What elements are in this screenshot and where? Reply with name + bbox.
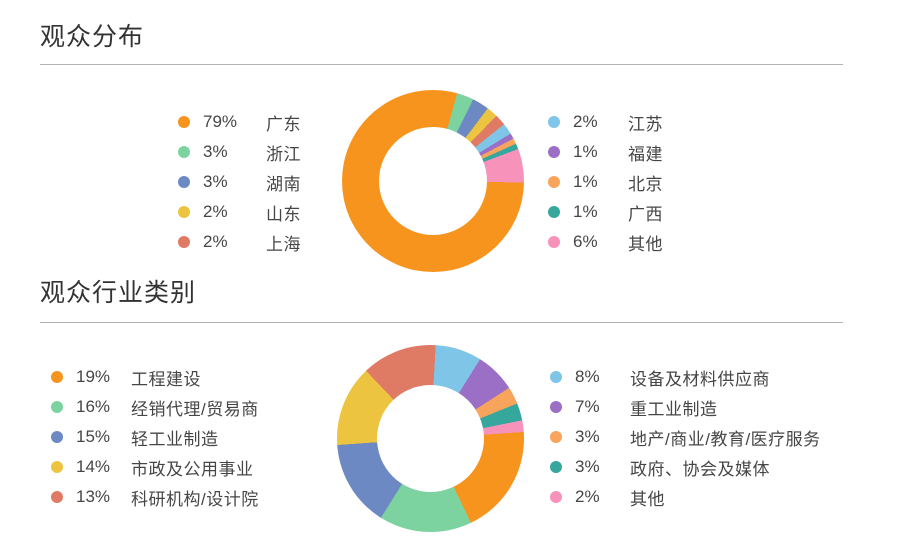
- legend-percent: 8%: [575, 367, 600, 386]
- legend-percent: 13%: [76, 487, 111, 506]
- legend-label: 工程建设: [131, 369, 201, 389]
- legend-label: 浙江: [266, 144, 301, 164]
- legend-percent: 1%: [573, 172, 598, 191]
- legend-percent: 6%: [573, 232, 598, 251]
- legend-percent: 2%: [575, 487, 600, 506]
- legend-item: 1% 北京: [548, 167, 663, 197]
- legend-label: 其他: [630, 489, 665, 509]
- legend-dot: [178, 116, 190, 128]
- legend-percent: 19%: [76, 367, 111, 386]
- legend-label: 福建: [628, 144, 663, 164]
- legend-label: 市政及公用事业: [131, 459, 254, 479]
- legend-dot: [548, 236, 560, 248]
- legend-percent: 15%: [76, 427, 111, 446]
- legend-dot: [548, 176, 560, 188]
- legend-dot: [178, 176, 190, 188]
- legend-column-left-industry: 19% 工程建设 16% 经销代理/贸易商 15% 轻工业制造 14% 市政及公…: [51, 362, 259, 512]
- legend-item: 8% 设备及材料供应商: [550, 362, 821, 392]
- legend-percent: 7%: [575, 397, 600, 416]
- legend-percent: 1%: [573, 202, 598, 221]
- legend-dot: [548, 146, 560, 158]
- legend-percent: 3%: [575, 427, 600, 446]
- legend-item: 2% 其他: [550, 482, 821, 512]
- donut-chart-audience-industry: [337, 345, 524, 532]
- legend-item: 15% 轻工业制造: [51, 422, 259, 452]
- legend-label: 设备及材料供应商: [630, 369, 770, 389]
- legend-item: 6% 其他: [548, 227, 663, 257]
- legend-dot: [548, 206, 560, 218]
- legend-dot: [51, 401, 63, 413]
- legend-dot: [548, 116, 560, 128]
- legend-percent: 14%: [76, 457, 111, 476]
- legend-item: 3% 湖南: [178, 167, 301, 197]
- legend-label: 重工业制造: [630, 399, 718, 419]
- legend-dot: [178, 206, 190, 218]
- legend-label: 轻工业制造: [131, 429, 219, 449]
- legend-dot: [550, 461, 562, 473]
- legend-item: 16% 经销代理/贸易商: [51, 392, 259, 422]
- donut-hole: [377, 385, 484, 492]
- legend-label: 政府、协会及媒体: [630, 459, 770, 479]
- legend-item: 2% 上海: [178, 227, 301, 257]
- legend-item: 3% 浙江: [178, 137, 301, 167]
- legend-item: 19% 工程建设: [51, 362, 259, 392]
- legend-percent: 2%: [573, 112, 598, 131]
- legend-percent: 16%: [76, 397, 111, 416]
- legend-dot: [550, 431, 562, 443]
- legend-percent: 79%: [203, 112, 238, 131]
- legend-percent: 2%: [203, 202, 228, 221]
- legend-dot: [51, 461, 63, 473]
- legend-item: 14% 市政及公用事业: [51, 452, 259, 482]
- section-title-audience-industry: 观众行业类别: [40, 279, 197, 307]
- legend-item: 13% 科研机构/设计院: [51, 482, 259, 512]
- legend-percent: 3%: [203, 142, 228, 161]
- legend-label: 科研机构/设计院: [131, 489, 259, 509]
- legend-column-left-distribution: 79% 广东 3% 浙江 3% 湖南 2% 山东 2% 上海: [178, 107, 301, 257]
- legend-percent: 2%: [203, 232, 228, 251]
- section-title-audience-distribution: 观众分布: [40, 23, 145, 51]
- legend-percent: 3%: [575, 457, 600, 476]
- legend-item: 1% 福建: [548, 137, 663, 167]
- legend-item: 3% 政府、协会及媒体: [550, 452, 821, 482]
- legend-dot: [550, 371, 562, 383]
- legend-label: 广东: [266, 114, 301, 134]
- legend-label: 经销代理/贸易商: [131, 399, 259, 419]
- legend-label: 北京: [628, 174, 663, 194]
- legend-percent: 1%: [573, 142, 598, 161]
- donut-chart-audience-distribution: [342, 90, 524, 272]
- section-divider: [40, 64, 843, 65]
- legend-label: 上海: [266, 234, 301, 254]
- legend-dot: [178, 146, 190, 158]
- legend-label: 地产/商业/教育/医疗服务: [630, 429, 821, 449]
- legend-dot: [51, 491, 63, 503]
- legend-item: 79% 广东: [178, 107, 301, 137]
- legend-percent: 3%: [203, 172, 228, 191]
- legend-label: 其他: [628, 234, 663, 254]
- section-divider: [40, 322, 843, 323]
- legend-item: 7% 重工业制造: [550, 392, 821, 422]
- legend-item: 3% 地产/商业/教育/医疗服务: [550, 422, 821, 452]
- donut-hole: [379, 127, 487, 235]
- legend-dot: [51, 371, 63, 383]
- legend-label: 湖南: [266, 174, 301, 194]
- legend-label: 广西: [628, 204, 663, 224]
- legend-dot: [550, 401, 562, 413]
- legend-item: 2% 山东: [178, 197, 301, 227]
- legend-dot: [178, 236, 190, 248]
- legend-dot: [550, 491, 562, 503]
- legend-column-right-industry: 8% 设备及材料供应商 7% 重工业制造 3% 地产/商业/教育/医疗服务 3%…: [550, 362, 821, 512]
- legend-dot: [51, 431, 63, 443]
- legend-item: 1% 广西: [548, 197, 663, 227]
- legend-column-right-distribution: 2% 江苏 1% 福建 1% 北京 1% 广西 6% 其他: [548, 107, 663, 257]
- legend-item: 2% 江苏: [548, 107, 663, 137]
- legend-label: 江苏: [628, 114, 663, 134]
- legend-label: 山东: [266, 204, 301, 224]
